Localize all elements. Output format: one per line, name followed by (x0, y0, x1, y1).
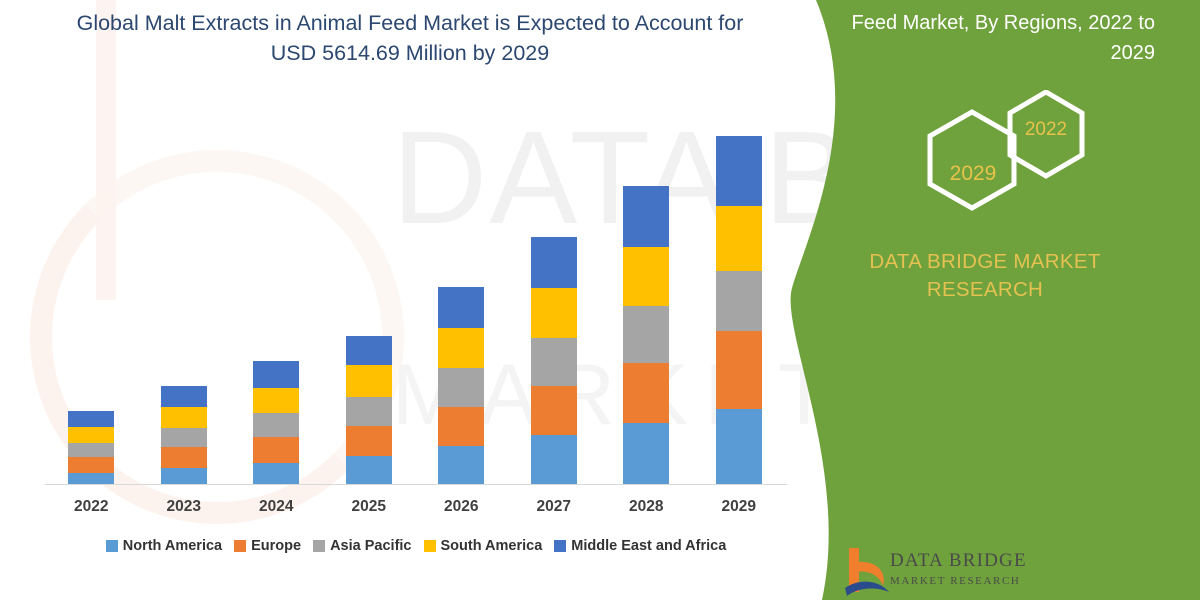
bar-segment[interactable] (160, 386, 207, 407)
hexagon-group: 2029 2022 (910, 89, 1140, 240)
bar-segment[interactable] (160, 407, 207, 428)
legend-item[interactable]: Asia Pacific (313, 538, 412, 554)
bar-segment[interactable] (68, 443, 115, 457)
hexagon-large-label: 2029 (949, 162, 997, 185)
legend-swatch-icon (313, 540, 326, 552)
bar-segment[interactable] (345, 336, 392, 365)
hexagon-large-icon (927, 109, 1017, 211)
legend-label: South America (440, 538, 543, 554)
bar-segment[interactable] (345, 456, 392, 484)
bar-segment[interactable] (438, 368, 485, 407)
right-green-panel (770, 0, 1200, 600)
hexagon-outlines-icon (927, 89, 1085, 211)
bar-segment[interactable] (345, 426, 392, 456)
logo-mark-icon (845, 548, 889, 596)
bar-segment[interactable] (530, 386, 577, 435)
bar-segment[interactable] (623, 186, 670, 247)
bar-segment[interactable] (160, 428, 207, 447)
bar-segment[interactable] (715, 136, 762, 206)
bar-segment[interactable] (530, 237, 577, 288)
bar-segment[interactable] (68, 411, 115, 427)
legend-item[interactable]: South America (423, 538, 543, 554)
bar-group[interactable] (715, 136, 762, 484)
legend-swatch-icon (554, 540, 567, 552)
bar-segment[interactable] (253, 437, 300, 463)
x-axis-tick-label: 2022 (74, 498, 109, 515)
bar-segment[interactable] (68, 457, 115, 473)
bar-segment[interactable] (68, 427, 115, 443)
bar-segment[interactable] (715, 206, 762, 271)
chart-area: Global Malt Extracts in Animal Feed Mark… (45, 11, 787, 554)
legend-swatch-icon (105, 540, 118, 552)
logo-title: DATA BRIDGE (890, 550, 1027, 571)
bar-segment[interactable] (68, 473, 115, 484)
x-axis-tick-label: 2027 (536, 498, 571, 515)
legend-label: Europe (251, 538, 302, 554)
bar-segment[interactable] (253, 413, 300, 437)
panel-title: Feed Market, By Regions, 2022 to 2029 (851, 12, 1156, 64)
x-axis-tick-label: 2025 (351, 498, 386, 515)
x-axis-labels: 2022 2023 2024 2025 2026 2027 2028 2029 (45, 498, 785, 524)
legend-item[interactable]: North America (105, 538, 223, 554)
bar-segment[interactable] (253, 463, 300, 484)
bar-group[interactable] (438, 287, 485, 484)
bar-segment[interactable] (623, 363, 670, 423)
green-panel-shape (790, 0, 1200, 600)
dbmr-logo: DATA BRIDGE MARKET RESEARCH (845, 548, 1095, 600)
legend-label: Middle East and Africa (571, 538, 727, 554)
x-axis-tick-label: 2026 (444, 498, 479, 515)
bar-segment[interactable] (623, 423, 670, 484)
bar-group[interactable] (530, 237, 577, 484)
bar-group[interactable] (68, 411, 115, 484)
legend-swatch-icon (423, 540, 436, 552)
bar-group[interactable] (623, 186, 670, 484)
bar-segment[interactable] (160, 447, 207, 468)
brand-line-1: DATA BRIDGE MARKET (869, 250, 1101, 273)
x-axis-line (45, 484, 787, 485)
bar-segment[interactable] (530, 288, 577, 338)
legend-label: North America (122, 538, 223, 554)
x-axis-tick-label: 2024 (259, 498, 294, 515)
bar-segment[interactable] (345, 365, 392, 397)
bar-segment[interactable] (623, 306, 670, 363)
legend-swatch-icon (234, 540, 247, 552)
bar-segment[interactable] (530, 338, 577, 386)
bar-group[interactable] (160, 386, 207, 484)
bar-group[interactable] (345, 336, 392, 484)
bar-segment[interactable] (530, 435, 577, 484)
legend-label: Asia Pacific (330, 538, 412, 554)
legend-item[interactable]: Middle East and Africa (554, 538, 726, 554)
chart-legend: North America Europe Asia Pacific South Ame… (45, 538, 787, 554)
x-axis-tick-label: 2029 (721, 498, 756, 515)
chart-title: Global Malt Extracts in Animal Feed Mark… (76, 11, 744, 65)
bar-segment[interactable] (345, 397, 392, 426)
bar-segment[interactable] (253, 388, 300, 413)
logo-subtitle: MARKET RESEARCH (890, 575, 1021, 587)
x-axis-tick-label: 2028 (629, 498, 664, 515)
bar-segment[interactable] (438, 328, 485, 368)
stacked-bar-plot (45, 100, 785, 484)
bar-segment[interactable] (715, 409, 762, 484)
hexagon-small-label: 2022 (1024, 119, 1068, 140)
bar-segment[interactable] (438, 446, 485, 484)
hexagon-small-icon (1007, 89, 1085, 179)
bar-segment[interactable] (715, 331, 762, 409)
green-panel-content: Feed Market, By Regions, 2022 to 2029 20… (770, 0, 1200, 600)
brand-name: DATA BRIDGE MARKET RESEARCH (790, 248, 1180, 304)
bar-segment[interactable] (623, 247, 670, 306)
bar-segment[interactable] (438, 287, 485, 328)
bar-segment[interactable] (160, 468, 207, 484)
bar-segment[interactable] (438, 407, 485, 446)
bar-segment[interactable] (715, 271, 762, 331)
bar-group[interactable] (253, 361, 300, 484)
x-axis-tick-label: 2023 (166, 498, 201, 515)
legend-item[interactable]: Europe (234, 538, 301, 554)
bar-segment[interactable] (253, 361, 300, 388)
brand-line-2: RESEARCH (926, 278, 1044, 301)
